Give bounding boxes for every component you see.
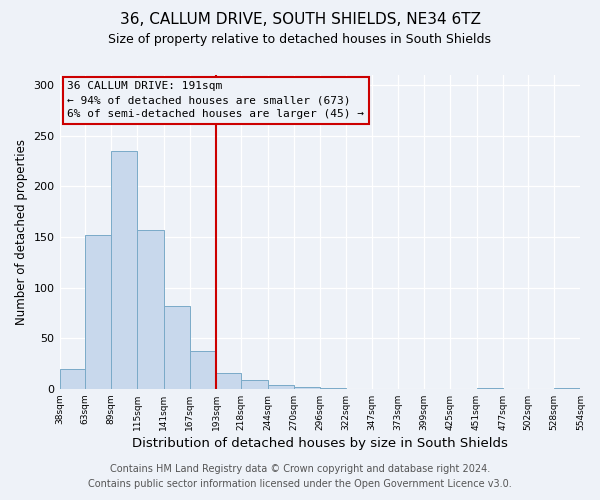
Text: 36, CALLUM DRIVE, SOUTH SHIELDS, NE34 6TZ: 36, CALLUM DRIVE, SOUTH SHIELDS, NE34 6T…: [119, 12, 481, 28]
Bar: [111, 151, 137, 389]
Bar: [164, 306, 190, 389]
Text: 36 CALLUM DRIVE: 191sqm
← 94% of detached houses are smaller (673)
6% of semi-de: 36 CALLUM DRIVE: 191sqm ← 94% of detache…: [67, 82, 364, 120]
Bar: [216, 372, 241, 389]
Text: Size of property relative to detached houses in South Shields: Size of property relative to detached ho…: [109, 32, 491, 46]
Bar: [268, 385, 294, 389]
Bar: [476, 388, 503, 389]
Bar: [85, 235, 111, 389]
Bar: [554, 388, 580, 389]
Text: Contains HM Land Registry data © Crown copyright and database right 2024.
Contai: Contains HM Land Registry data © Crown c…: [88, 464, 512, 489]
X-axis label: Distribution of detached houses by size in South Shields: Distribution of detached houses by size …: [132, 437, 508, 450]
Bar: [59, 368, 85, 389]
Bar: [190, 352, 216, 389]
Bar: [294, 387, 320, 389]
Bar: [241, 380, 268, 389]
Bar: [137, 230, 164, 389]
Y-axis label: Number of detached properties: Number of detached properties: [15, 139, 28, 325]
Bar: [320, 388, 346, 389]
